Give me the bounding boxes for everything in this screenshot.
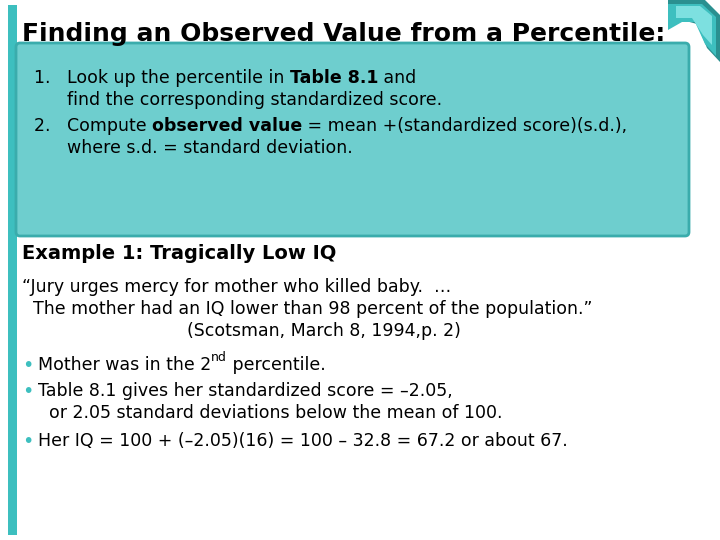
Text: or 2.05 standard deviations below the mean of 100.: or 2.05 standard deviations below the me… bbox=[38, 404, 503, 422]
Text: Example 1: Tragically Low IQ: Example 1: Tragically Low IQ bbox=[22, 244, 336, 263]
Text: The mother had an IQ lower than 98 percent of the population.”: The mother had an IQ lower than 98 perce… bbox=[22, 300, 593, 318]
Polygon shape bbox=[668, 0, 720, 62]
Text: = mean +(standardized score)(s.d.),: = mean +(standardized score)(s.d.), bbox=[302, 117, 628, 135]
Text: “Jury urges mercy for mother who killed baby.  …: “Jury urges mercy for mother who killed … bbox=[22, 278, 451, 296]
Text: Mother was in the 2: Mother was in the 2 bbox=[38, 356, 211, 374]
Bar bbox=[8, 5, 17, 535]
Polygon shape bbox=[676, 6, 712, 45]
Text: •: • bbox=[22, 382, 33, 401]
Text: where s.d. = standard deviation.: where s.d. = standard deviation. bbox=[34, 139, 353, 157]
Polygon shape bbox=[668, 4, 716, 56]
Text: 1.   Look up the percentile in: 1. Look up the percentile in bbox=[34, 69, 290, 87]
Text: •: • bbox=[22, 432, 33, 451]
Text: Finding an Observed Value from a Percentile:: Finding an Observed Value from a Percent… bbox=[22, 22, 665, 46]
Text: Her IQ = 100 + (–2.05)(16) = 100 – 32.8 = 67.2 or about 67.: Her IQ = 100 + (–2.05)(16) = 100 – 32.8 … bbox=[38, 432, 568, 450]
Text: •: • bbox=[22, 356, 33, 375]
Text: Table 8.1 gives her standardized score = –2.05,: Table 8.1 gives her standardized score =… bbox=[38, 382, 453, 400]
Text: (Scotsman, March 8, 1994,p. 2): (Scotsman, March 8, 1994,p. 2) bbox=[22, 322, 461, 340]
Text: percentile.: percentile. bbox=[227, 356, 326, 374]
Text: Table 8.1: Table 8.1 bbox=[290, 69, 379, 87]
Text: and: and bbox=[379, 69, 417, 87]
Text: observed value: observed value bbox=[152, 117, 302, 135]
FancyBboxPatch shape bbox=[16, 43, 689, 236]
Text: nd: nd bbox=[211, 351, 227, 364]
Text: 2.   Compute: 2. Compute bbox=[34, 117, 152, 135]
Text: find the corresponding standardized score.: find the corresponding standardized scor… bbox=[34, 91, 442, 109]
